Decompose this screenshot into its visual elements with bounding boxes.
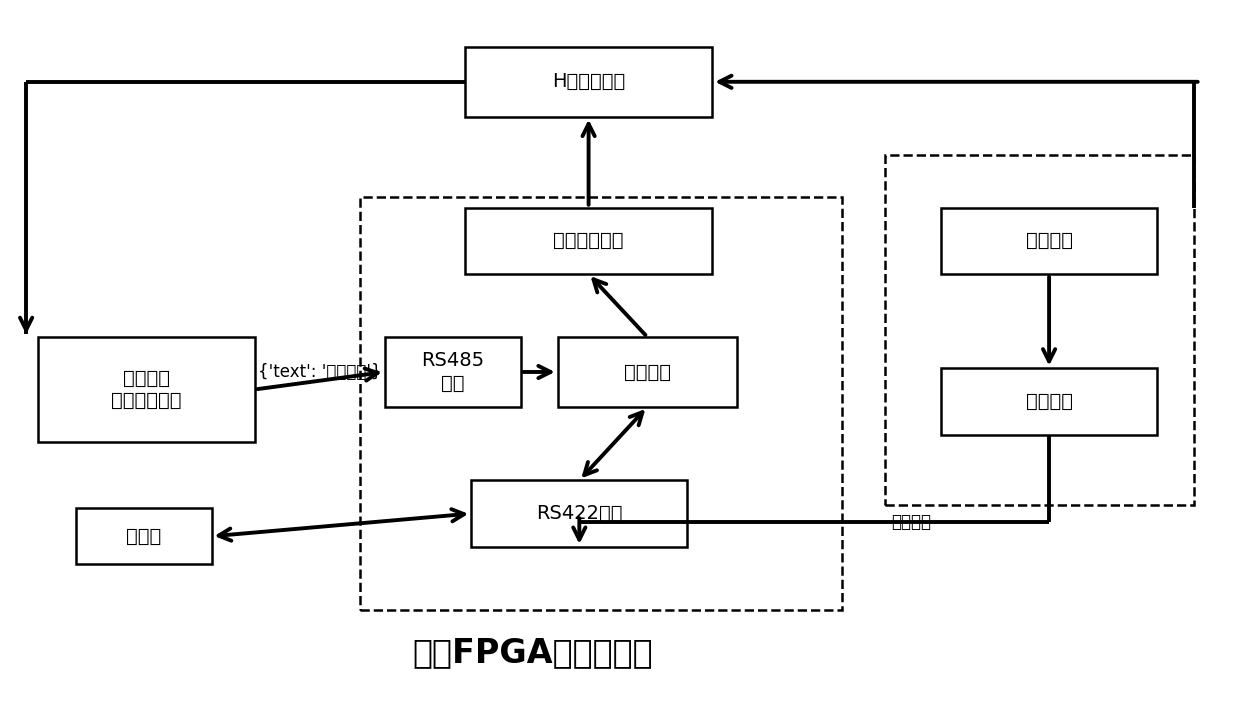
Text: 控制模块: 控制模块 — [623, 362, 670, 381]
Text: 电源模块: 电源模块 — [892, 513, 932, 531]
Text: RS485
模块: RS485 模块 — [421, 352, 484, 392]
Text: 光耦隔离模块: 光耦隔离模块 — [554, 232, 624, 251]
Bar — [465, 208, 712, 274]
Bar — [558, 337, 737, 407]
Text: {'text': '角度检测'}: {'text': '角度检测'} — [258, 363, 382, 381]
Text: 执行机构
高精度编码器: 执行机构 高精度编码器 — [112, 369, 182, 410]
Text: 二次电源: 二次电源 — [1026, 392, 1073, 411]
Bar — [471, 480, 688, 547]
Bar — [384, 337, 520, 407]
Text: 基于FPGA的控制系统: 基于FPGA的控制系统 — [413, 636, 653, 669]
Text: 上位机: 上位机 — [126, 526, 161, 545]
Bar — [359, 197, 843, 610]
Text: 直流电源: 直流电源 — [1026, 232, 1073, 251]
Bar — [940, 208, 1157, 274]
Bar — [465, 47, 712, 117]
Bar — [76, 508, 212, 564]
Bar — [940, 369, 1157, 435]
Bar — [886, 155, 1194, 505]
Bar — [38, 337, 255, 442]
Text: RS422模块: RS422模块 — [536, 504, 622, 523]
Text: H桥驱动模块: H桥驱动模块 — [551, 72, 626, 91]
